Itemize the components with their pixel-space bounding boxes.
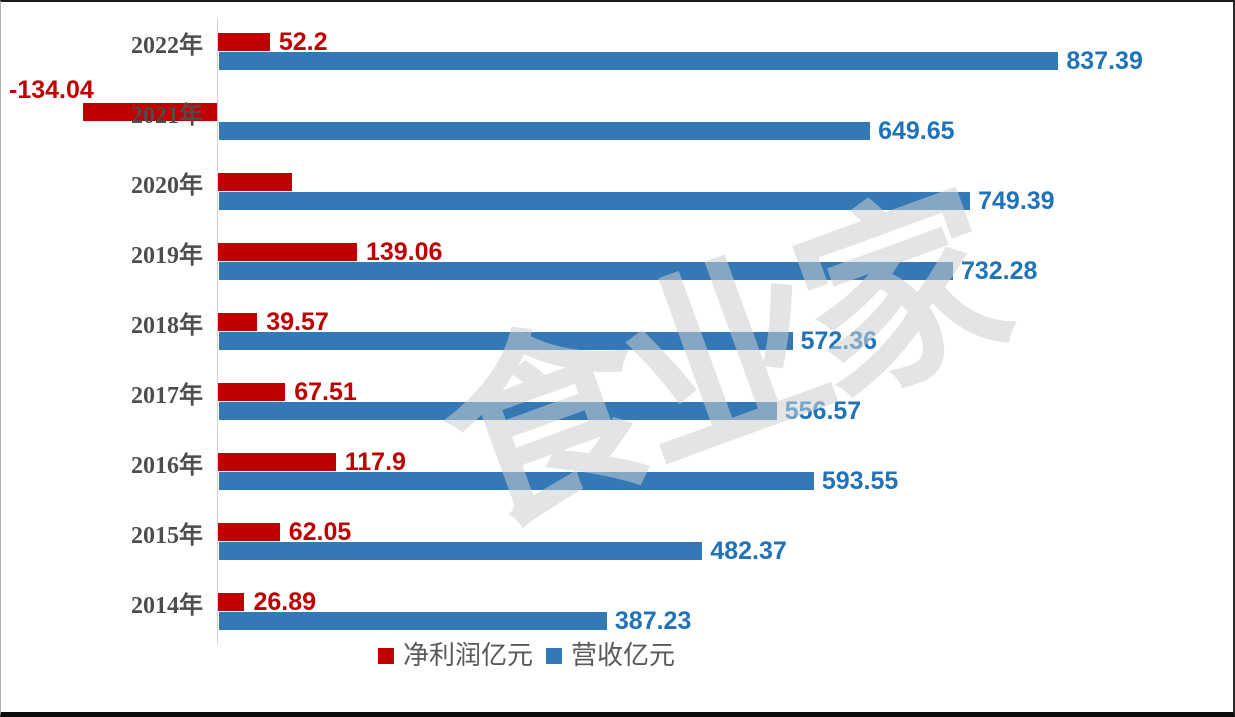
year-label: 2018年	[131, 313, 203, 339]
bar-revenue	[218, 262, 953, 280]
bar-net-profit	[217, 453, 336, 471]
bar-net-profit	[217, 173, 292, 191]
value-label-revenue: 593.55	[821, 467, 899, 495]
value-label-net-profit: 39.57	[266, 308, 329, 336]
bar-revenue	[218, 612, 607, 630]
value-label-net-profit: 67.51	[294, 378, 357, 406]
bar-net-profit	[217, 243, 357, 261]
value-label-net-profit: 62.05	[288, 518, 352, 546]
bar-net-profit	[217, 383, 286, 401]
bar-revenue	[218, 542, 703, 560]
bar-revenue	[218, 332, 793, 350]
bar-revenue	[218, 52, 1059, 70]
bar-revenue	[218, 472, 814, 490]
bar-net-profit	[217, 33, 270, 51]
bar-net-profit	[217, 313, 258, 331]
value-label-revenue: 649.65	[878, 117, 955, 145]
value-label-revenue: 732.28	[960, 257, 1038, 285]
legend: 净利润亿元 营收亿元	[378, 642, 675, 670]
value-label-net-profit: 52.2	[278, 28, 328, 56]
watermark-text: 食业家	[416, 161, 1024, 564]
legend-swatch-net-profit	[378, 648, 394, 664]
bar-net-profit	[83, 103, 218, 121]
bar-revenue	[218, 122, 871, 140]
year-label: 2021年	[131, 103, 203, 129]
legend-label-revenue: 营收亿元	[571, 641, 676, 670]
value-label-net-profit: 117.9	[344, 448, 406, 476]
year-label: 2016年	[131, 453, 203, 479]
year-label: 2022年	[131, 33, 203, 59]
value-label-revenue: 572.36	[800, 327, 878, 355]
year-label: 2015年	[131, 523, 203, 549]
value-label-net-profit: 26.89	[253, 588, 317, 616]
value-label-net-profit: 139.06	[365, 238, 443, 266]
bar-revenue	[218, 192, 971, 210]
legend-label-net-profit: 净利润亿元	[403, 641, 534, 670]
bar-revenue	[218, 402, 777, 420]
legend-swatch-revenue	[546, 648, 563, 664]
bar-net-profit	[217, 593, 245, 611]
value-label-revenue: 556.57	[784, 397, 862, 425]
value-label-revenue: 837.39	[1066, 47, 1143, 75]
year-label: 2020年	[131, 173, 203, 199]
value-label-revenue: 482.37	[710, 537, 787, 565]
year-label: 2014年	[131, 593, 203, 619]
year-label: 2017年	[131, 383, 203, 409]
year-label: 2019年	[131, 243, 203, 269]
bar-net-profit	[217, 523, 280, 541]
category-axis-line	[217, 18, 218, 644]
value-label-net-profit: -134.04	[9, 76, 94, 104]
value-label-revenue: 749.39	[978, 187, 1055, 215]
value-label-revenue: 387.23	[614, 607, 692, 635]
